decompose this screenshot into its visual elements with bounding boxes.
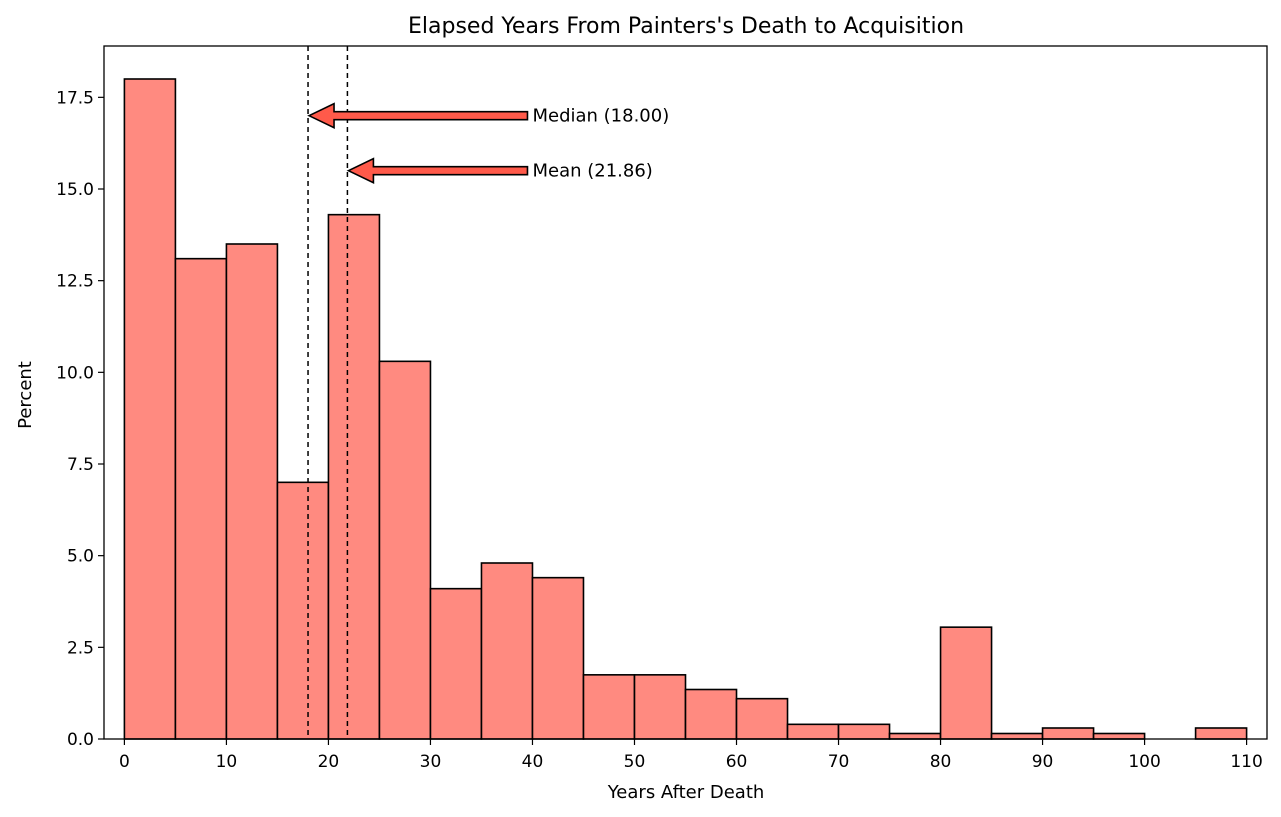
- mean-arrow: [346, 157, 529, 184]
- x-tick-label: 0: [119, 752, 130, 772]
- x-tick-label: 100: [1128, 752, 1160, 772]
- histogram-bar: [1041, 727, 1095, 740]
- histogram-bar: [276, 481, 330, 740]
- histogram-bar: [378, 360, 432, 740]
- histogram-bar: [327, 213, 381, 740]
- chart-title: Elapsed Years From Painters's Death to A…: [408, 14, 964, 39]
- mean-annotation-label: Mean (21.86): [532, 161, 652, 182]
- annotations-group: Median (18.00) Mean (21.86): [307, 102, 669, 184]
- histogram-bar: [429, 587, 483, 740]
- reference-lines-group: [307, 46, 349, 739]
- median-annotation-label: Median (18.00): [532, 106, 669, 127]
- x-tick-label: 110: [1230, 752, 1262, 772]
- x-tick-label: 30: [420, 752, 442, 772]
- x-axis: 0 10 20 30 40 50 60 70 80 90 100 110: [119, 739, 1263, 772]
- y-tick-label: 15.0: [56, 180, 94, 200]
- x-tick-label: 50: [624, 752, 646, 772]
- histogram-bar: [939, 626, 993, 740]
- y-tick-label: 12.5: [56, 272, 94, 292]
- x-tick-label: 60: [726, 752, 748, 772]
- histogram-bar: [225, 243, 279, 740]
- histogram-bar: [1092, 732, 1146, 740]
- bars-group: [123, 78, 1248, 740]
- histogram-bar: [684, 688, 738, 740]
- histogram-bar: [174, 257, 228, 740]
- histogram-bar: [735, 697, 789, 740]
- y-tick-label: 0.0: [67, 730, 94, 750]
- y-axis-label: Percent: [15, 361, 36, 429]
- y-tick-label: 17.5: [56, 88, 94, 108]
- histogram-bar: [837, 723, 891, 740]
- histogram-bar: [123, 78, 177, 740]
- histogram-bar: [888, 732, 942, 740]
- x-tick-label: 70: [828, 752, 850, 772]
- histogram-bar: [990, 732, 1044, 740]
- y-axis: 0.0 2.5 5.0 7.5 10.0 12.5 15.0 17.5: [56, 88, 104, 750]
- histogram-bar: [480, 562, 534, 740]
- x-axis-label: Years After Death: [607, 782, 765, 803]
- histogram-bar: [786, 723, 840, 740]
- plot-frame: [103, 45, 1268, 740]
- x-tick-label: 90: [1032, 752, 1054, 772]
- y-tick-label: 7.5: [67, 455, 94, 475]
- x-tick-label: 80: [930, 752, 952, 772]
- histogram-bar: [531, 576, 585, 740]
- histogram-bar: [633, 674, 687, 740]
- x-tick-label: 40: [522, 752, 544, 772]
- x-tick-label: 10: [216, 752, 238, 772]
- median-arrow: [307, 102, 529, 129]
- histogram-bar: [1194, 727, 1248, 740]
- histogram-bar: [582, 674, 636, 740]
- x-tick-label: 20: [318, 752, 340, 772]
- y-tick-label: 2.5: [67, 638, 94, 658]
- y-tick-label: 5.0: [67, 547, 94, 567]
- y-tick-label: 10.0: [56, 363, 94, 383]
